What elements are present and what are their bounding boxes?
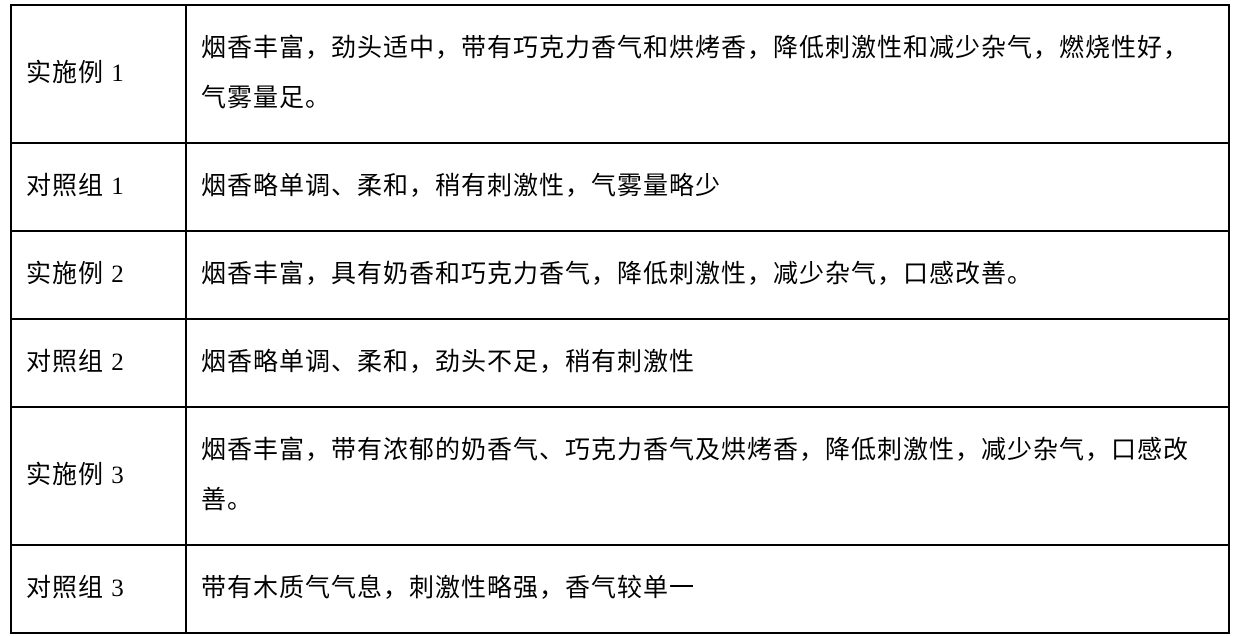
row-description: 烟香丰富，带有浓郁的奶香气、巧克力香气及烘烤香，降低刺激性，减少杂气，口感改善。 [186, 407, 1229, 545]
row-description: 烟香略单调、柔和，稍有刺激性，气雾量略少 [186, 143, 1229, 231]
table-row: 对照组 3 带有木质气气息，刺激性略强，香气较单一 [11, 545, 1229, 633]
row-description: 烟香丰富，劲头适中，带有巧克力香气和烘烤香，降低刺激性和减少杂气，燃烧性好，气雾… [186, 5, 1229, 143]
row-label: 对照组 1 [11, 143, 186, 231]
table-row: 实施例 3 烟香丰富，带有浓郁的奶香气、巧克力香气及烘烤香，降低刺激性，减少杂气… [11, 407, 1229, 545]
row-description: 烟香丰富，具有奶香和巧克力香气，降低刺激性，减少杂气，口感改善。 [186, 231, 1229, 319]
row-label: 对照组 3 [11, 545, 186, 633]
row-description: 带有木质气气息，刺激性略强，香气较单一 [186, 545, 1229, 633]
row-description: 烟香略单调、柔和，劲头不足，稍有刺激性 [186, 319, 1229, 407]
table-row: 对照组 1 烟香略单调、柔和，稍有刺激性，气雾量略少 [11, 143, 1229, 231]
table-row: 实施例 2 烟香丰富，具有奶香和巧克力香气，降低刺激性，减少杂气，口感改善。 [11, 231, 1229, 319]
row-label: 实施例 2 [11, 231, 186, 319]
results-table: 实施例 1 烟香丰富，劲头适中，带有巧克力香气和烘烤香，降低刺激性和减少杂气，燃… [10, 4, 1230, 634]
table-row: 实施例 1 烟香丰富，劲头适中，带有巧克力香气和烘烤香，降低刺激性和减少杂气，燃… [11, 5, 1229, 143]
row-label: 实施例 1 [11, 5, 186, 143]
row-label: 对照组 2 [11, 319, 186, 407]
row-label: 实施例 3 [11, 407, 186, 545]
page: 实施例 1 烟香丰富，劲头适中，带有巧克力香气和烘烤香，降低刺激性和减少杂气，燃… [0, 4, 1240, 636]
table-row: 对照组 2 烟香略单调、柔和，劲头不足，稍有刺激性 [11, 319, 1229, 407]
